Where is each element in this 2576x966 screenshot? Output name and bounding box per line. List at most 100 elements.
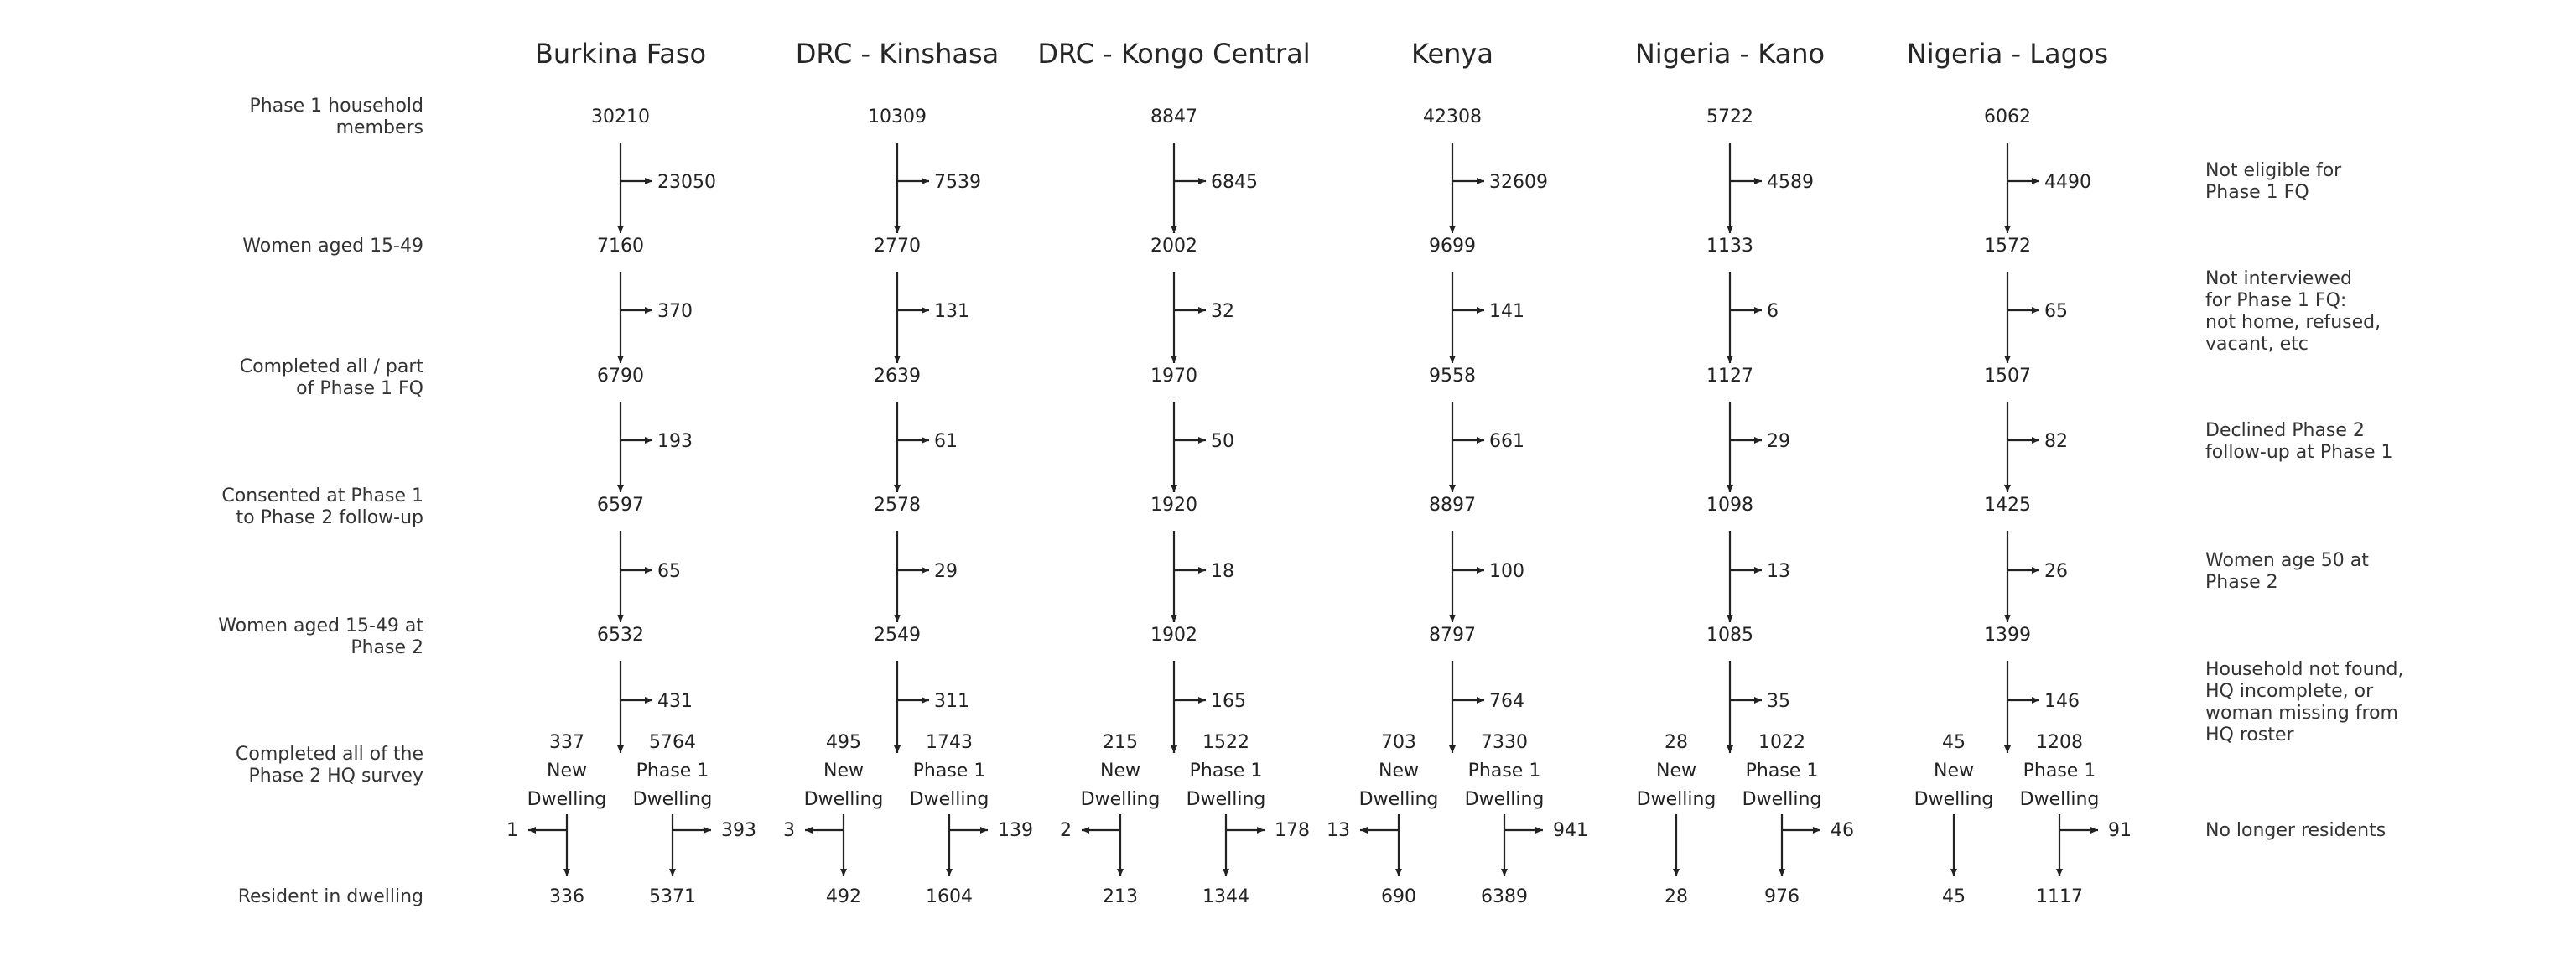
exclusion-label: HQ incomplete, or [2205,681,2374,702]
stage-value: 1920 [1150,495,1197,516]
exclusion-value: 61 [934,431,958,452]
stage-label: Phase 1 household [250,96,424,117]
stage-value: 10309 [868,106,927,127]
stage-label: Women aged 15-49 [242,236,423,257]
new-dwelling-label: Dwelling [1914,789,1994,810]
no-longer-resident-value: 393 [721,820,756,841]
exclusion-label: Not interviewed [2205,268,2352,289]
exclusion-label: Not eligible for [2205,160,2342,181]
no-longer-resident-value: 1 [506,820,518,841]
exclusion-value: 32 [1211,301,1234,322]
stage-value: 6790 [597,366,644,387]
exclusion-label: for Phase 1 FQ: [2205,290,2346,311]
stage-label: Phase 2 [351,637,423,658]
new-dwelling-count: 337 [549,732,584,753]
exclusion-value: 131 [934,301,969,322]
new-dwelling-count: 28 [1665,732,1688,753]
new-dwelling-label: New [547,761,587,782]
phase1-dwelling-label: Dwelling [633,789,713,810]
stage-value: 6597 [597,495,644,516]
exclusion-value: 23050 [657,172,716,193]
new-dwelling-label: Dwelling [1359,789,1439,810]
exclusion-value: 311 [934,691,969,712]
resident-value: 1117 [2036,886,2083,907]
exclusion-value: 18 [1211,561,1234,582]
stage-value: 9699 [1429,236,1476,257]
stage-label: Resident in dwelling [238,886,423,907]
phase1-dwelling-label: Phase 1 [1190,761,1263,782]
exclusion-value: 29 [934,561,958,582]
phase1-dwelling-count: 1522 [1202,732,1249,753]
stage-value: 8897 [1429,495,1476,516]
new-dwelling-count: 215 [1103,732,1138,753]
stage-value: 1572 [1984,236,2031,257]
resident-value: 1344 [1202,886,1249,907]
exclusion-label: vacant, etc [2205,334,2309,355]
stage-label: Completed all / part [240,356,424,377]
column-header: Kenya [1411,38,1493,70]
stage-value: 1425 [1984,495,2031,516]
exclusion-label: HQ roster [2205,724,2294,745]
new-dwelling-label: Dwelling [1637,789,1716,810]
new-dwelling-label: New [1656,761,1696,782]
exclusion-label: Phase 1 FQ [2205,182,2309,203]
column-header: Nigeria - Lagos [1907,38,2108,70]
phase1-dwelling-count: 5764 [649,732,696,753]
stage-label: Women aged 15-49 at [218,615,423,636]
exclusion-label: Phase 2 [2205,572,2278,593]
no-longer-resident-value: 139 [998,820,1033,841]
stage-value: 2549 [874,625,921,646]
phase1-dwelling-count: 1022 [1758,732,1805,753]
exclusion-label: No longer residents [2205,820,2386,841]
stage-value: 8847 [1150,106,1197,127]
stage-value: 1098 [1706,495,1753,516]
phase1-dwelling-label: Dwelling [1187,789,1266,810]
stage-value: 1133 [1706,236,1753,257]
no-longer-resident-value: 91 [2108,820,2132,841]
phase1-dwelling-label: Dwelling [910,789,989,810]
no-longer-resident-value: 3 [783,820,795,841]
column-header: DRC - Kinshasa [796,38,1000,70]
stage-value: 2578 [874,495,921,516]
stage-value: 6062 [1984,106,2031,127]
exclusion-value: 82 [2044,431,2068,452]
no-longer-resident-value: 941 [1553,820,1588,841]
new-dwelling-count: 495 [826,732,861,753]
exclusion-value: 100 [1489,561,1524,582]
resident-value: 976 [1764,886,1800,907]
phase1-dwelling-label: Dwelling [1742,789,1822,810]
exclusion-value: 193 [657,431,693,452]
stage-value: 1507 [1984,366,2031,387]
stage-label: Consented at Phase 1 [221,486,423,506]
stage-value: 2770 [874,236,921,257]
phase1-dwelling-label: Phase 1 [913,761,986,782]
exclusion-value: 32609 [1489,172,1548,193]
phase1-dwelling-label: Dwelling [2020,789,2100,810]
exclusion-value: 26 [2044,561,2068,582]
exclusion-value: 141 [1489,301,1524,322]
exclusion-label: Household not found, [2205,659,2404,680]
stage-value: 1902 [1150,625,1197,646]
resident-value: 492 [826,886,861,907]
stage-value: 1127 [1706,366,1753,387]
exclusion-value: 29 [1767,431,1790,452]
phase1-dwelling-label: Phase 1 [636,761,709,782]
column-header: Nigeria - Kano [1635,38,1825,70]
exclusion-value: 165 [1211,691,1246,712]
exclusion-label: woman missing from [2205,703,2398,724]
no-longer-resident-value: 46 [1831,820,1854,841]
stage-value: 30210 [591,106,650,127]
phase1-dwelling-label: Dwelling [1465,789,1545,810]
exclusion-value: 65 [2044,301,2068,322]
resident-value: 213 [1103,886,1138,907]
no-longer-resident-value: 178 [1275,820,1310,841]
stage-value: 9558 [1429,366,1476,387]
stage-label: Completed all of the [236,744,423,765]
new-dwelling-label: Dwelling [527,789,607,810]
resident-value: 28 [1665,886,1688,907]
no-longer-resident-value: 2 [1060,820,1072,841]
exclusion-label: follow-up at Phase 1 [2205,442,2393,463]
exclusion-label: Declined Phase 2 [2205,420,2365,441]
new-dwelling-label: New [1100,761,1140,782]
